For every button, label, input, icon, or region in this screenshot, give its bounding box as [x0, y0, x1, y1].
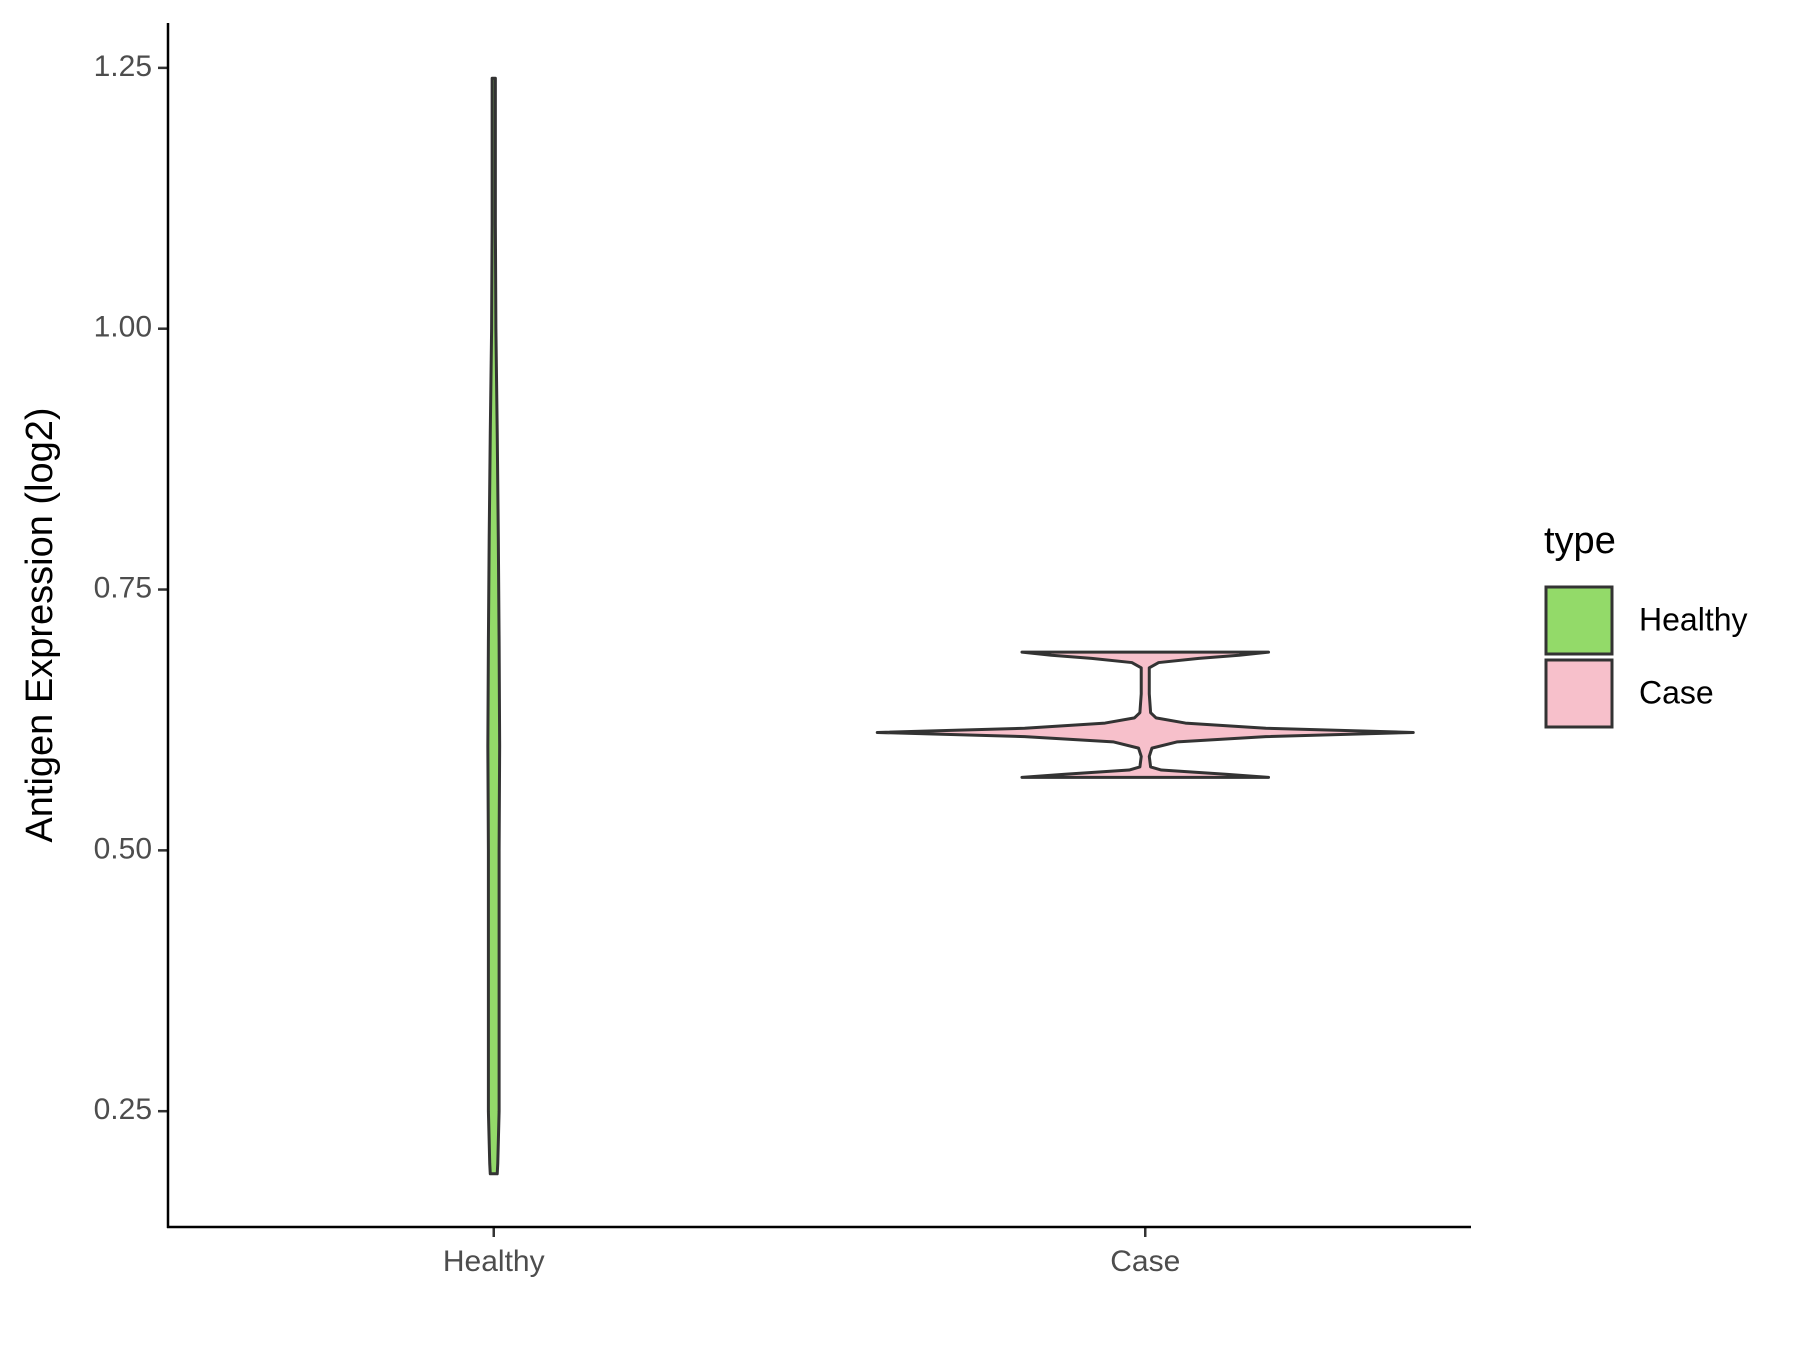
- y-tick-label: 0.25: [94, 1093, 152, 1126]
- legend-swatch: [1544, 585, 1614, 656]
- y-tick-label: 0.50: [94, 832, 152, 865]
- violin: [486, 76, 502, 1176]
- y-tick-label: 1.25: [94, 50, 152, 83]
- legend-swatch: [1544, 658, 1614, 729]
- violin: [875, 650, 1415, 779]
- y-tick-label: 0.75: [94, 571, 152, 604]
- y-axis-title: Antigen Expression (log2): [19, 407, 61, 842]
- x-tick-label: Case: [1110, 1245, 1180, 1278]
- x-tick-label: Healthy: [443, 1245, 545, 1278]
- legend-title: type: [1544, 520, 1616, 562]
- y-tick-label: 1.00: [94, 311, 152, 344]
- legend-label: Case: [1639, 674, 1714, 710]
- legend-label: Healthy: [1639, 601, 1748, 637]
